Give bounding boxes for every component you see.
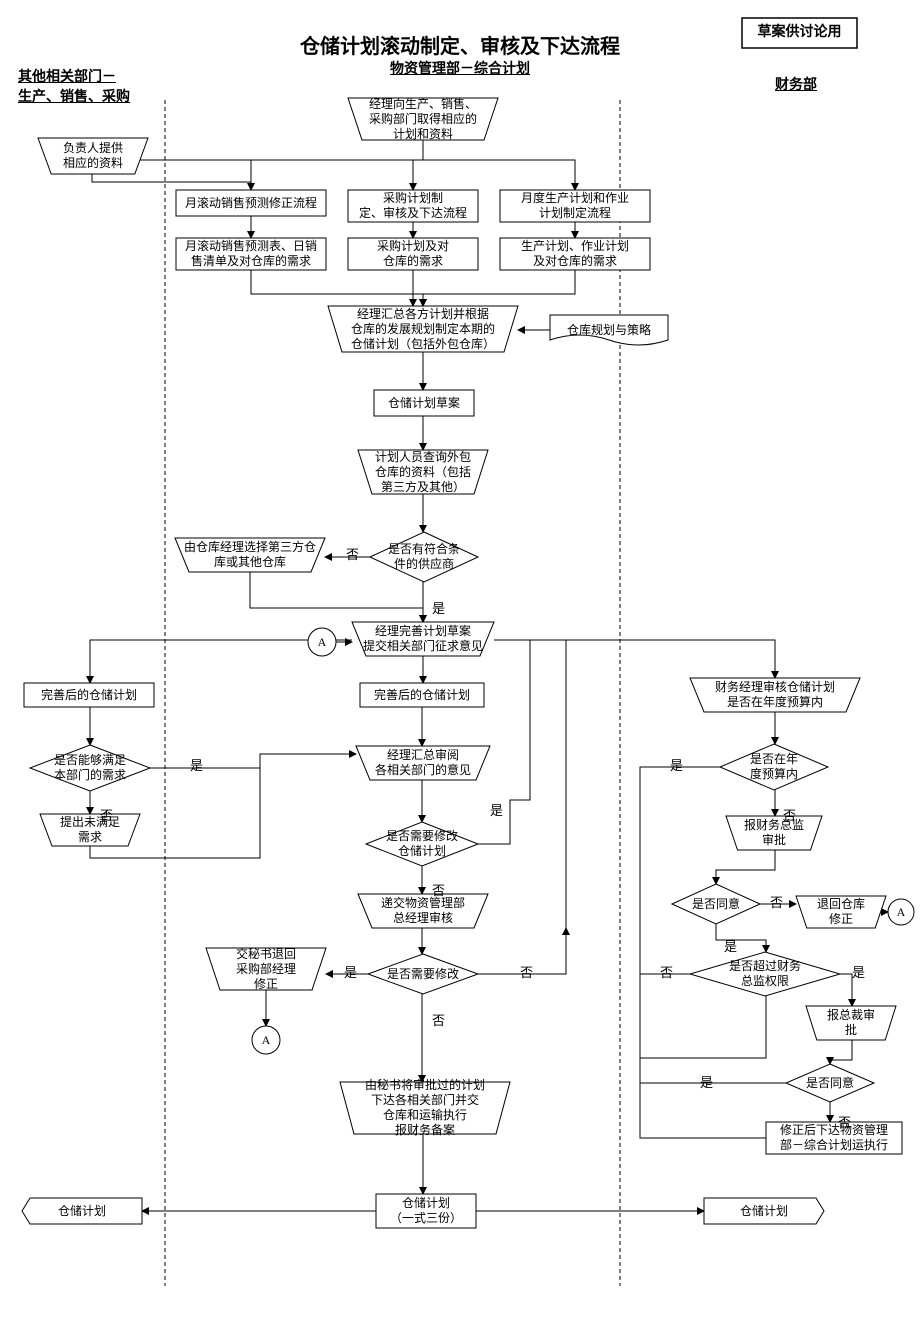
edges-layer <box>0 0 920 1329</box>
lane-header-hdr_left: 其他相关部门－生产、销售、采购 <box>18 66 130 106</box>
page-title: 仓储计划滚动制定、审核及下达流程 <box>0 30 920 59</box>
lane-header-hdr_right: 财务部 <box>775 74 817 94</box>
flowchart-stage: 否是是否是否是否否是是否否否是是否经理向生产、销售、采购部门取得相应的计划和资料… <box>0 0 920 1329</box>
